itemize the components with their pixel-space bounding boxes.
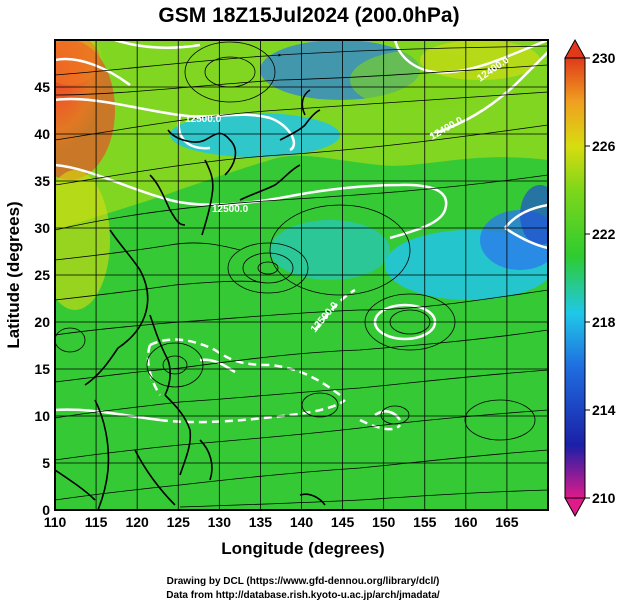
x-tick-label: 120	[125, 514, 149, 530]
y-tick-label: 30	[34, 220, 50, 236]
colorbar-top-arrow	[564, 38, 586, 59]
colorbar-label: 222	[592, 226, 616, 242]
y-tick-label: 20	[34, 314, 50, 330]
contour-label: 12500.0	[185, 114, 222, 125]
coastlines	[55, 89, 326, 510]
colorbar-gradient	[564, 57, 586, 499]
x-tick-label: 155	[413, 514, 437, 530]
y-tick-label: 0	[42, 502, 50, 518]
footer-credit: Drawing by DCL (https://www.gfd-dennou.o…	[167, 576, 440, 587]
y-tick-label: 35	[34, 173, 50, 189]
colorbar-label: 226	[592, 138, 616, 154]
x-tick-label: 145	[331, 514, 355, 530]
x-tick-label: 110	[44, 514, 67, 530]
colorbar-bottom-arrow	[564, 497, 586, 518]
grid-lines	[55, 40, 548, 510]
x-tick-labels: 110 115 120 125 130 135 140 145 150 155 160 165	[44, 514, 519, 530]
colorbar: 230 226 222 218 214 210	[564, 38, 616, 518]
x-tick-label: 150	[372, 514, 396, 530]
x-tick-label: 130	[208, 514, 232, 530]
contour-label: 12500.0	[212, 204, 249, 215]
y-tick-label: 40	[34, 126, 50, 142]
y-tick-labels: 0 5 10 15 20 25 30 35 40 45	[34, 79, 50, 518]
x-tick-label: 125	[167, 514, 191, 530]
chart-title: GSM 18Z15Jul2024 (200.0hPa)	[158, 4, 459, 27]
x-tick-label: 140	[290, 514, 314, 530]
x-tick-label: 165	[495, 514, 519, 530]
y-tick-label: 45	[34, 79, 50, 95]
x-axis-label: Longitude (degrees)	[221, 539, 384, 558]
y-tick-label: 5	[42, 455, 50, 471]
colorbar-label: 218	[592, 314, 616, 330]
y-tick-label: 15	[34, 361, 50, 377]
x-tick-label: 115	[85, 514, 108, 530]
y-axis-label: Latitude (degrees)	[4, 201, 23, 348]
footer-source: Data from http://database.rish.kyoto-u.a…	[166, 590, 440, 601]
y-tick-label: 25	[34, 267, 50, 283]
x-tick-label: 135	[249, 514, 273, 530]
colorbar-label: 210	[592, 490, 616, 506]
wind-field	[55, 40, 548, 510]
x-tick-label: 160	[454, 514, 478, 530]
plot-frame	[54, 39, 549, 511]
y-tick-label: 10	[34, 408, 50, 424]
colorbar-label: 230	[592, 50, 616, 66]
colorbar-label: 214	[592, 402, 616, 418]
